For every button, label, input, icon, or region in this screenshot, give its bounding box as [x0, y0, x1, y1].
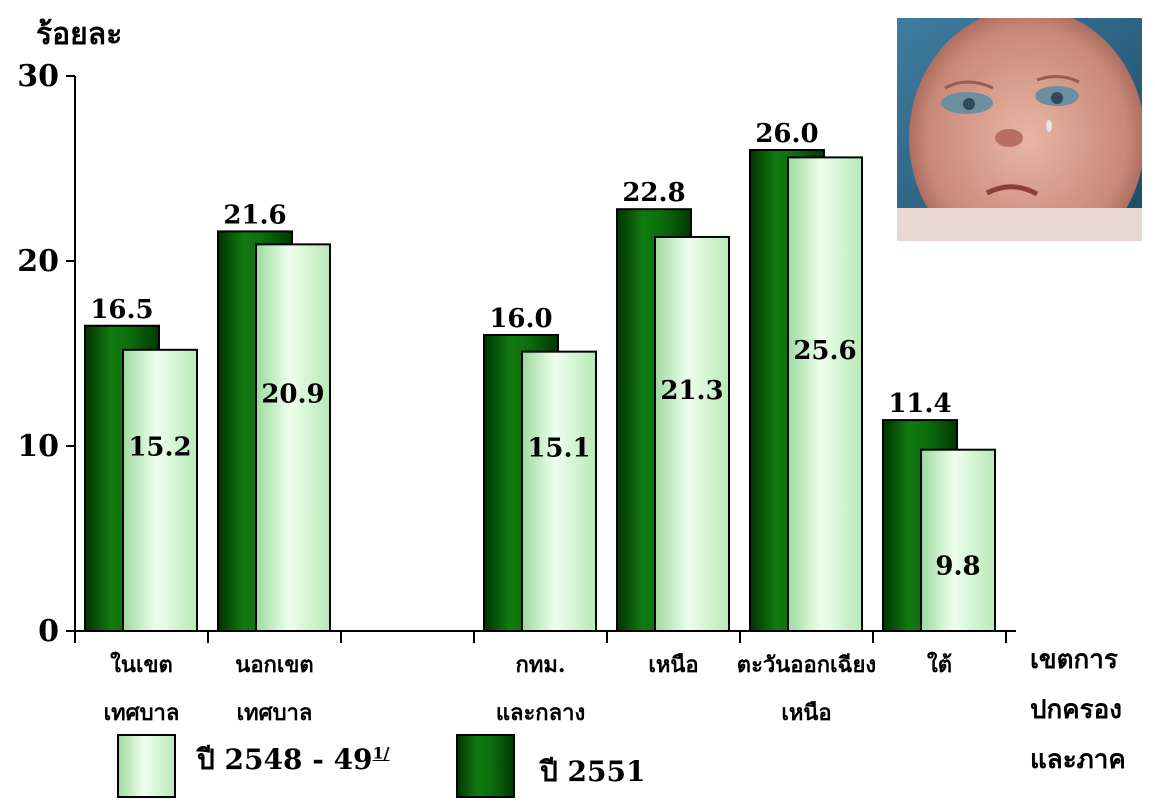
data-label-2548-49: 15.1 — [527, 433, 590, 463]
bar-2548-49 — [255, 243, 331, 632]
x-category-label: และกลาง — [496, 700, 585, 726]
y-tick-label: 0 — [38, 614, 59, 649]
data-label-2551: 22.8 — [622, 178, 685, 208]
bar-2548-49 — [521, 350, 597, 632]
bar-2548-49 — [920, 448, 996, 633]
legend-swatch-2551 — [456, 734, 515, 798]
x-category-label: เทศบาล — [104, 700, 180, 726]
data-label-2548-49: 9.8 — [935, 552, 980, 582]
data-label-2551: 21.6 — [223, 200, 286, 230]
bar-2548-49 — [654, 235, 730, 632]
crying-baby-photo — [897, 18, 1142, 241]
x-category-label: เหนือ — [781, 700, 831, 726]
data-label-2551: 26.0 — [755, 119, 818, 149]
data-label-2548-49: 21.3 — [660, 376, 723, 406]
data-label-2551: 16.5 — [90, 295, 153, 325]
y-tick-label: 20 — [17, 244, 59, 279]
legend-swatch-2548-49 — [117, 734, 176, 798]
data-label-2548-49: 20.9 — [261, 380, 324, 410]
x-axis-title: เขตการ — [1030, 645, 1118, 675]
x-category-label: เทศบาล — [237, 700, 313, 726]
legend-label-2548: ปี 2548 - 491/ — [197, 743, 390, 776]
y-tick-label: 10 — [17, 429, 59, 464]
y-axis-title: ร้อยละ — [36, 17, 122, 52]
x-category-label: ใต้ — [927, 651, 952, 678]
data-label-2551: 11.4 — [888, 389, 951, 419]
legend-label-2551: ปี 2551 — [540, 755, 646, 788]
x-category-label: กทม. — [516, 652, 566, 678]
x-category-label: นอกเขต — [235, 652, 313, 678]
x-category-label: ในเขต — [110, 651, 173, 678]
x-axis-title: และภาค — [1030, 745, 1126, 775]
y-tick-label: 30 — [17, 59, 59, 94]
x-category-label: ตะวันออกเฉียง — [737, 652, 876, 678]
data-label-2548-49: 25.6 — [793, 336, 856, 366]
bar-2548-49 — [122, 348, 198, 632]
x-category-label: เหนือ — [648, 652, 698, 678]
x-axis-title: ปกครอง — [1030, 695, 1122, 725]
data-label-2548-49: 15.2 — [128, 432, 191, 462]
data-label-2551: 16.0 — [489, 304, 552, 334]
bar-2548-49 — [787, 156, 863, 632]
